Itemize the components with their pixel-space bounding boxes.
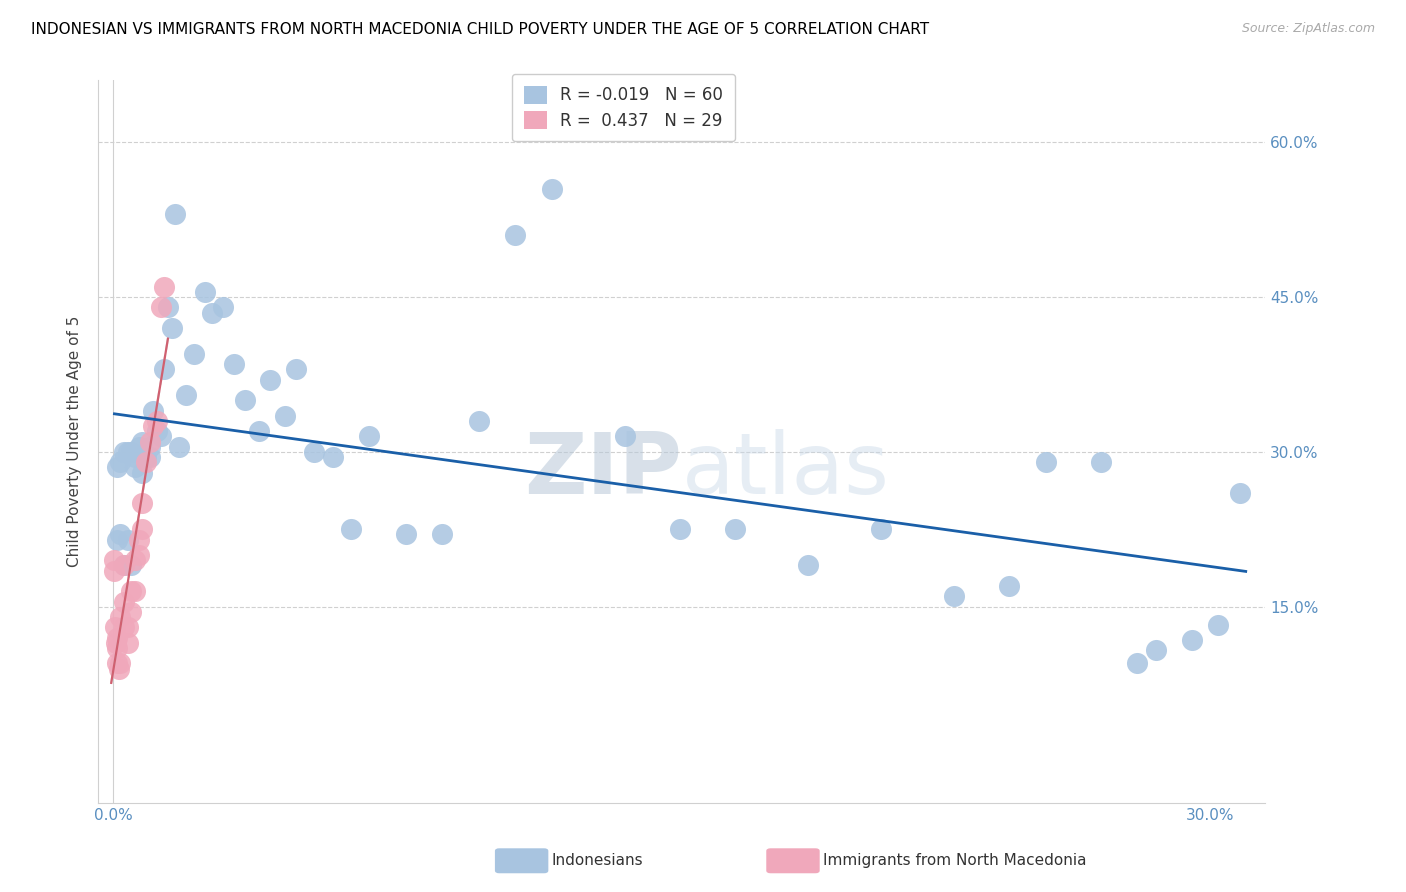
Point	[105, 533, 128, 547]
Point	[135, 455, 157, 469]
Point	[998, 579, 1021, 593]
Point	[505, 228, 527, 243]
Point	[201, 305, 224, 319]
Point	[105, 460, 128, 475]
Point	[131, 434, 153, 449]
Point	[395, 527, 418, 541]
Point	[138, 440, 160, 454]
Point	[105, 631, 128, 645]
Point	[112, 445, 135, 459]
Point	[222, 357, 245, 371]
Point	[103, 564, 125, 578]
Y-axis label: Child Poverty Under the Age of 5: Child Poverty Under the Age of 5	[67, 316, 83, 567]
Point	[274, 409, 297, 423]
Point	[614, 429, 637, 443]
Point	[120, 558, 142, 573]
Point	[112, 594, 135, 608]
Point	[165, 207, 187, 221]
Point	[233, 393, 256, 408]
Point	[120, 605, 142, 619]
Point	[247, 424, 270, 438]
Point	[103, 553, 125, 567]
Point	[724, 522, 747, 536]
Point	[432, 527, 454, 541]
Point	[112, 558, 135, 573]
Point	[174, 388, 197, 402]
Point	[1035, 455, 1057, 469]
Point	[541, 181, 564, 195]
Point	[359, 429, 381, 443]
Point	[193, 285, 215, 299]
Point	[124, 553, 146, 567]
Text: INDONESIAN VS IMMIGRANTS FROM NORTH MACEDONIA CHILD POVERTY UNDER THE AGE OF 5 C: INDONESIAN VS IMMIGRANTS FROM NORTH MACE…	[31, 22, 929, 37]
Point	[117, 636, 139, 650]
Point	[138, 434, 160, 449]
Point	[124, 460, 146, 475]
Point	[1206, 618, 1229, 632]
Legend: R = -0.019   N = 60, R =  0.437   N = 29: R = -0.019 N = 60, R = 0.437 N = 29	[512, 74, 735, 142]
Point	[124, 584, 146, 599]
Point	[146, 414, 169, 428]
Point	[1181, 632, 1204, 647]
Point	[160, 321, 183, 335]
Point	[105, 657, 128, 671]
Point	[183, 347, 205, 361]
Text: Immigrants from North Macedonia: Immigrants from North Macedonia	[823, 854, 1085, 868]
Point	[104, 636, 127, 650]
Point	[128, 440, 150, 454]
Point	[142, 403, 165, 417]
Point	[110, 455, 132, 469]
Point	[468, 414, 491, 428]
Point	[304, 445, 326, 459]
Point	[153, 362, 176, 376]
Point	[128, 548, 150, 562]
Point	[870, 522, 893, 536]
Point	[120, 445, 142, 459]
Point	[107, 662, 129, 676]
Point	[120, 584, 142, 599]
Point	[669, 522, 692, 536]
Point	[797, 558, 820, 573]
Point	[340, 522, 363, 536]
Point	[138, 450, 160, 464]
Point	[110, 527, 132, 541]
Text: Indonesians: Indonesians	[551, 854, 643, 868]
Point	[285, 362, 308, 376]
Point	[110, 657, 132, 671]
Point	[1229, 486, 1251, 500]
Point	[149, 429, 172, 443]
Point	[124, 450, 146, 464]
Point	[156, 301, 179, 315]
Point	[142, 419, 165, 434]
Point	[135, 450, 157, 464]
Point	[131, 496, 153, 510]
Point	[131, 522, 153, 536]
Point	[153, 279, 176, 293]
Point	[943, 590, 966, 604]
Text: ZIP: ZIP	[524, 429, 682, 512]
Point	[211, 301, 233, 315]
Point	[259, 373, 281, 387]
Text: Source: ZipAtlas.com: Source: ZipAtlas.com	[1241, 22, 1375, 36]
Point	[322, 450, 344, 464]
Point	[117, 533, 139, 547]
Point	[131, 466, 153, 480]
Point	[167, 440, 190, 454]
Point	[128, 533, 150, 547]
Point	[104, 620, 127, 634]
Point	[1144, 643, 1167, 657]
Point	[149, 301, 172, 315]
Point	[1126, 657, 1149, 671]
Point	[105, 640, 128, 655]
Point	[117, 445, 139, 459]
Point	[110, 610, 132, 624]
Point	[117, 620, 139, 634]
Point	[146, 424, 169, 438]
Point	[112, 558, 135, 573]
Point	[112, 620, 135, 634]
Text: atlas: atlas	[682, 429, 890, 512]
Point	[1090, 455, 1112, 469]
